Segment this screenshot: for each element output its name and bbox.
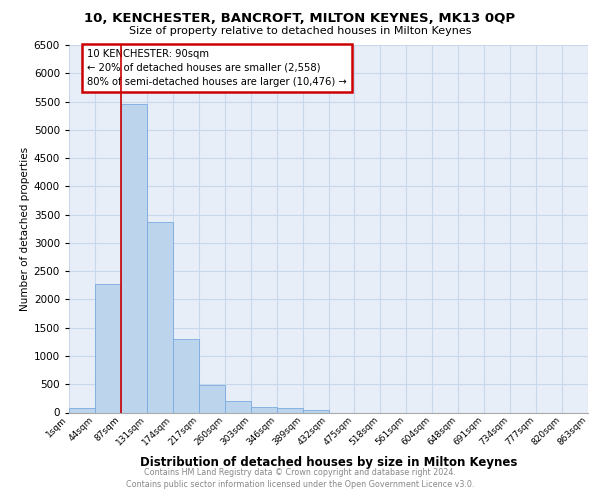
Bar	[121, 104, 147, 412]
Bar	[147, 222, 173, 412]
Bar	[173, 339, 199, 412]
Bar	[302, 410, 329, 412]
Bar	[95, 284, 121, 412]
Text: 10, KENCHESTER, BANCROFT, MILTON KEYNES, MK13 0QP: 10, KENCHESTER, BANCROFT, MILTON KEYNES,…	[85, 12, 515, 26]
Y-axis label: Number of detached properties: Number of detached properties	[20, 146, 29, 311]
X-axis label: Distribution of detached houses by size in Milton Keynes: Distribution of detached houses by size …	[140, 456, 517, 468]
Text: Contains HM Land Registry data © Crown copyright and database right 2024.
Contai: Contains HM Land Registry data © Crown c…	[126, 468, 474, 489]
Bar	[225, 402, 251, 412]
Bar	[69, 408, 95, 412]
Bar	[277, 408, 302, 412]
Bar	[251, 406, 277, 412]
Text: Size of property relative to detached houses in Milton Keynes: Size of property relative to detached ho…	[129, 26, 471, 36]
Text: 10 KENCHESTER: 90sqm
← 20% of detached houses are smaller (2,558)
80% of semi-de: 10 KENCHESTER: 90sqm ← 20% of detached h…	[87, 48, 347, 86]
Bar	[199, 386, 224, 412]
